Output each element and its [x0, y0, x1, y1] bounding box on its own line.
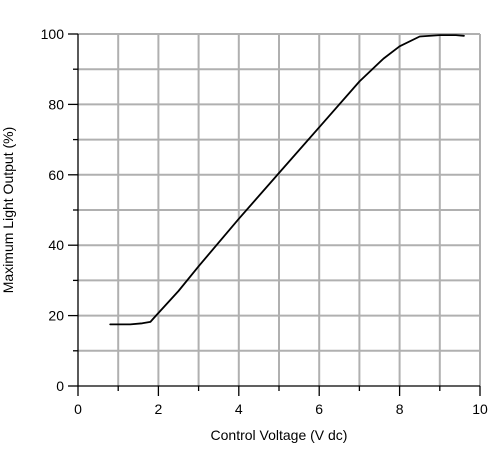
- y-tick-label: 100: [41, 26, 65, 42]
- y-axis-label: Maximum Light Output (%): [0, 127, 16, 294]
- y-tick-label: 20: [48, 308, 64, 324]
- series-layer: [109, 34, 465, 326]
- grid-lines: [78, 33, 481, 386]
- x-tick-label: 4: [235, 401, 243, 417]
- x-tick-label: 6: [315, 401, 323, 417]
- y-tick-label: 60: [48, 167, 64, 183]
- x-tick-label: 2: [155, 401, 163, 417]
- x-axis-label: Control Voltage (V dc): [211, 427, 348, 443]
- x-tick-label: 10: [472, 401, 488, 417]
- x-tick-label: 0: [74, 401, 82, 417]
- y-tick-label: 80: [48, 96, 64, 112]
- y-tick-label: 40: [48, 237, 64, 253]
- x-tick-label: 8: [396, 401, 404, 417]
- tick-labels: 0 20 40 60 80 100 0 2 4 6 8 10: [41, 26, 488, 417]
- tick-marks: [68, 33, 481, 396]
- series-line: [109, 34, 465, 326]
- y-tick-label: 0: [56, 378, 64, 394]
